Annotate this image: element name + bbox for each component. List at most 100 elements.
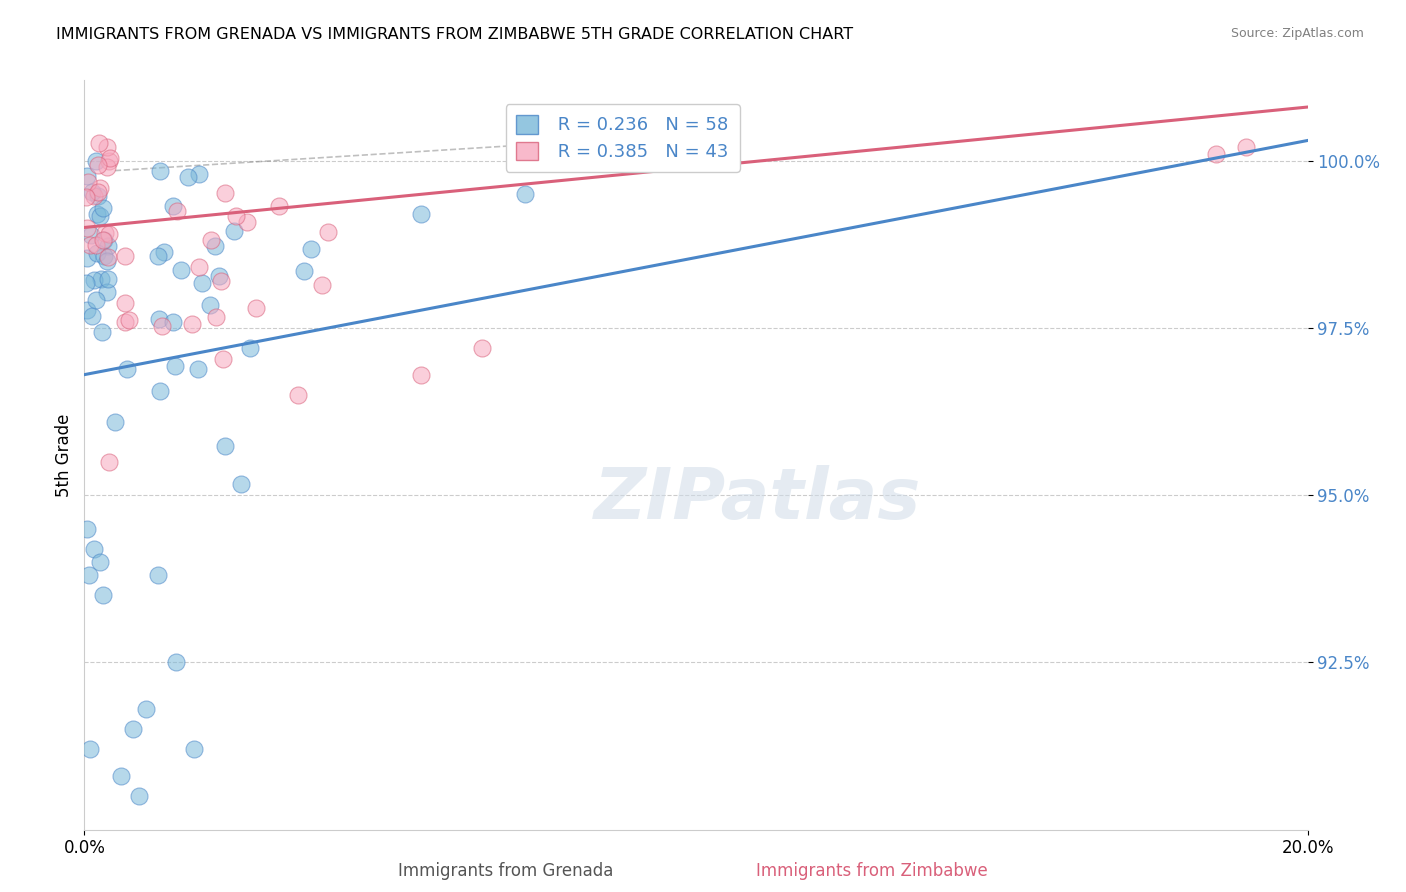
Point [94, 226, 117, 240]
Point [162, 199, 184, 213]
Point [1236, 140, 1258, 154]
Point [166, 204, 188, 219]
Text: Immigrants from Zimbabwe: Immigrants from Zimbabwe [756, 862, 987, 880]
Point [214, 186, 236, 200]
Point [188, 167, 211, 181]
Point [214, 439, 236, 453]
Text: Immigrants from Grenada: Immigrants from Grenada [398, 862, 614, 880]
Point [86, 246, 108, 260]
Point [165, 655, 187, 669]
Y-axis label: 5th Grade: 5th Grade [55, 413, 73, 497]
Point [153, 245, 176, 260]
Point [236, 215, 259, 229]
Point [114, 249, 136, 263]
Point [188, 260, 211, 275]
Legend:  R = 0.236   N = 58,  R = 0.385   N = 43: R = 0.236 N = 58, R = 0.385 N = 43 [506, 104, 740, 172]
Point [170, 263, 193, 277]
Point [90, 272, 112, 286]
Point [471, 341, 494, 355]
Point [292, 264, 315, 278]
Point [1205, 146, 1227, 161]
Point [208, 269, 231, 284]
Point [187, 361, 209, 376]
Point [76, 521, 98, 535]
Point [162, 315, 184, 329]
Point [110, 769, 132, 783]
Point [82, 185, 104, 199]
Point [89, 180, 111, 194]
Point [91, 202, 114, 216]
Point [135, 702, 157, 716]
Point [96, 254, 118, 268]
Point [93, 249, 115, 263]
Point [75, 190, 97, 204]
Point [91, 234, 114, 248]
Point [409, 207, 432, 221]
Point [122, 722, 145, 736]
Point [224, 224, 246, 238]
Point [287, 387, 309, 401]
Point [87, 185, 110, 199]
Point [148, 249, 170, 263]
Point [148, 312, 170, 326]
Point [96, 160, 118, 174]
Point [311, 277, 333, 292]
Point [200, 233, 222, 247]
Point [84, 293, 107, 308]
Point [87, 158, 110, 172]
Text: ZIPatlas: ZIPatlas [593, 466, 921, 534]
Point [84, 153, 107, 168]
Point [86, 206, 108, 220]
Point [191, 276, 214, 290]
Point [209, 274, 232, 288]
Point [76, 220, 98, 235]
Point [83, 273, 105, 287]
Point [115, 361, 138, 376]
Point [76, 169, 98, 184]
Point [76, 251, 98, 265]
Point [80, 309, 103, 323]
Point [79, 742, 101, 756]
Point [79, 238, 101, 252]
Point [183, 742, 205, 756]
Text: IMMIGRANTS FROM GRENADA VS IMMIGRANTS FROM ZIMBABWE 5TH GRADE CORRELATION CHART: IMMIGRANTS FROM GRENADA VS IMMIGRANTS FR… [56, 27, 853, 42]
Point [198, 298, 221, 312]
Point [146, 568, 169, 582]
Point [96, 140, 118, 154]
Point [177, 170, 200, 185]
Point [104, 415, 127, 429]
Point [97, 250, 120, 264]
Point [97, 238, 120, 252]
Point [149, 164, 172, 178]
Point [205, 310, 228, 325]
Point [97, 272, 120, 286]
Point [89, 209, 111, 223]
Point [75, 277, 97, 291]
Point [245, 301, 267, 315]
Point [91, 588, 114, 602]
Point [98, 227, 121, 241]
Point [163, 359, 186, 373]
Point [316, 225, 339, 239]
Text: Source: ZipAtlas.com: Source: ZipAtlas.com [1230, 27, 1364, 40]
Point [181, 317, 204, 331]
Point [76, 175, 98, 189]
Point [513, 186, 536, 201]
Point [409, 368, 432, 382]
Point [76, 303, 98, 318]
Point [238, 341, 260, 355]
Point [93, 233, 115, 247]
Point [118, 313, 141, 327]
Point [79, 227, 101, 242]
Point [77, 568, 100, 582]
Point [128, 789, 150, 803]
Point [87, 188, 110, 202]
Point [84, 238, 107, 252]
Point [204, 239, 226, 253]
Point [212, 352, 235, 367]
Point [148, 384, 170, 398]
Point [97, 454, 120, 468]
Point [225, 210, 247, 224]
Point [231, 476, 253, 491]
Point [83, 541, 105, 556]
